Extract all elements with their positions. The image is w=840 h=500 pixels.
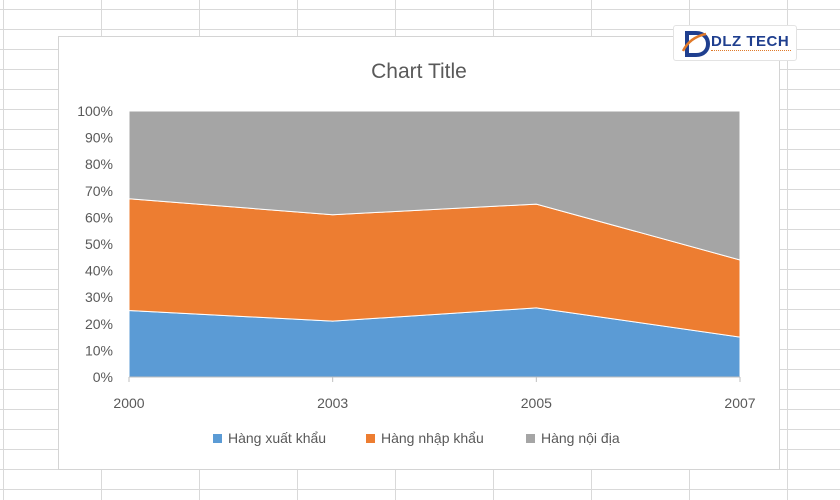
y-tick-label: 50% bbox=[85, 236, 113, 252]
y-tick-label: 30% bbox=[85, 289, 113, 305]
legend-label-3[interactable]: Hàng nội địa bbox=[541, 430, 620, 446]
plot-areas bbox=[128, 110, 741, 378]
legend-label-1[interactable]: Hàng xuất khẩu bbox=[228, 430, 326, 446]
area-series-3[interactable] bbox=[128, 110, 741, 261]
chart-panel[interactable]: Chart Title 0% 10% 20% 30% 40% 50% 60% 70% 80% 90… bbox=[58, 36, 780, 470]
legend-swatch-1 bbox=[213, 434, 222, 443]
y-axis-tick-labels: 0% 10% 20% 30% 40% 50% 60% 70% 80% 90% 100% bbox=[77, 103, 113, 385]
x-axis-tick-labels: 2000 2003 2005 2007 bbox=[113, 395, 755, 411]
x-tick-label: 2000 bbox=[113, 395, 144, 411]
logo-underline bbox=[711, 50, 791, 53]
logo-text: DLZ TECH bbox=[711, 33, 790, 50]
y-tick-label: 0% bbox=[93, 369, 113, 385]
dlz-logo-icon bbox=[682, 31, 710, 57]
y-tick-label: 90% bbox=[85, 130, 113, 146]
legend-label-2[interactable]: Hàng nhập khẩu bbox=[381, 430, 484, 446]
chart-svg: Chart Title 0% 10% 20% 30% 40% 50% 60% 70% 80% 90… bbox=[77, 60, 756, 446]
x-tick-label: 2007 bbox=[724, 395, 755, 411]
y-tick-label: 80% bbox=[85, 156, 113, 172]
legend[interactable]: Hàng xuất khẩu Hàng nhập khẩu Hàng nội địa bbox=[213, 430, 620, 446]
chart-title[interactable]: Chart Title bbox=[371, 60, 467, 83]
y-tick-label: 40% bbox=[85, 263, 113, 279]
y-tick-label: 100% bbox=[77, 103, 113, 119]
x-tick-label: 2003 bbox=[317, 395, 348, 411]
x-tick-label: 2005 bbox=[521, 395, 552, 411]
dlz-tech-logo: DLZ TECH bbox=[673, 25, 797, 61]
y-tick-label: 10% bbox=[85, 342, 113, 358]
y-tick-label: 20% bbox=[85, 316, 113, 332]
legend-swatch-3 bbox=[526, 434, 535, 443]
y-tick-label: 60% bbox=[85, 209, 113, 225]
x-axis bbox=[128, 376, 741, 382]
y-tick-label: 70% bbox=[85, 183, 113, 199]
legend-swatch-2 bbox=[366, 434, 375, 443]
